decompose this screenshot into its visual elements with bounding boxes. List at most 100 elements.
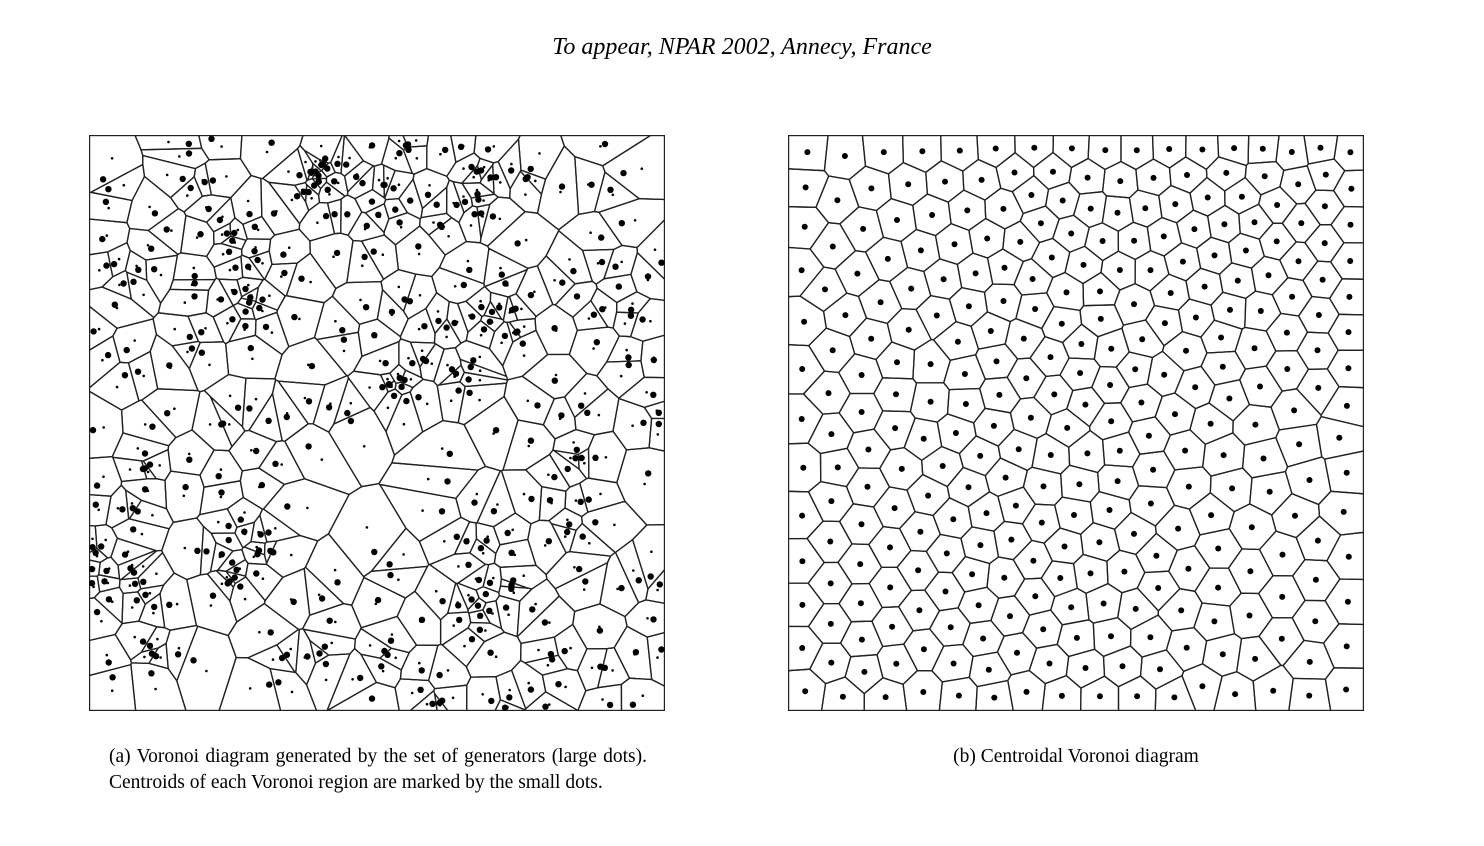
fig-a-generator-dot [390, 392, 398, 399]
fig-a-generator-dot [130, 569, 138, 576]
fig-b-generator-dot [798, 416, 805, 422]
fig-a-centroid-dot [143, 655, 146, 659]
fig-b-voronoi-cell [1315, 415, 1364, 460]
fig-a-centroid-dot [148, 591, 152, 595]
fig-b-generator-dot [799, 512, 806, 519]
fig-a-generator-dot [528, 495, 535, 503]
fig-b-generator-dot [1345, 365, 1352, 372]
fig-a-voronoi-cell [120, 399, 177, 447]
fig-a-centroid-dot [135, 264, 138, 268]
fig-a-generator-dot [321, 643, 328, 650]
fig-a-centroid-dot [599, 492, 602, 496]
fig-a-centroid-dot [604, 456, 608, 459]
fig-b-generator-dot [984, 235, 991, 242]
fig-a-centroid-dot [436, 310, 440, 313]
fig-a-centroid-dot [116, 507, 120, 510]
fig-a-centroid-dot [192, 266, 196, 270]
fig-b-generator-dot [1028, 192, 1035, 198]
fig-a-generator-dot [89, 426, 97, 434]
fig-a-centroid-dot [143, 423, 147, 426]
fig-a-generator-dot [105, 596, 113, 603]
fig-a-centroid-dot [317, 593, 321, 597]
fig-a-centroid-dot [355, 173, 359, 176]
fig-a-generator-dot [141, 465, 148, 472]
fig-b-generator-dot [1291, 407, 1298, 414]
fig-b-generator-dot [985, 666, 992, 673]
fig-a-centroid-dot [91, 537, 94, 541]
fig-b-voronoi-cell [822, 292, 868, 338]
fig-b-generator-dot [1314, 347, 1321, 354]
fig-b-generator-dot [1155, 585, 1162, 591]
fig-b-generator-dot [1347, 221, 1354, 228]
fig-a-centroid-dot [201, 179, 205, 182]
fig-a-voronoi-cell [465, 285, 492, 318]
fig-a-voronoi-cell [199, 480, 244, 516]
fig-b-generator-dot [898, 465, 905, 472]
fig-b-generator-dot [887, 544, 893, 551]
fig-a-generator-dot [465, 376, 472, 383]
fig-b-voronoi-cell [1040, 560, 1078, 598]
fig-a-generator-dot [234, 404, 242, 411]
fig-a-generator-dot [478, 210, 485, 217]
fig-a-voronoi-cell [640, 334, 665, 379]
fig-a-generator-dot [215, 473, 222, 480]
fig-b-generator-dot [887, 584, 894, 591]
fig-a-generator-dot [218, 421, 225, 428]
fig-b-generator-dot [1057, 575, 1064, 581]
fig-a-generator-dot [647, 573, 654, 580]
fig-b-generator-dot [858, 636, 865, 643]
fig-b-generator-dot [1215, 584, 1222, 591]
fig-a-voronoi-cell [473, 135, 522, 164]
fig-a-generator-dot [110, 260, 118, 268]
fig-b-generator-dot [1312, 618, 1319, 625]
fig-a-generator-dot [435, 317, 442, 325]
fig-a-generator-dot [272, 460, 279, 467]
fig-b-generator-dot [1139, 336, 1146, 343]
fig-a-voronoi-cell [284, 423, 363, 496]
fig-a-generator-dot [593, 339, 600, 346]
fig-a-voronoi-cell [203, 373, 247, 428]
fig-a-centroid-dot [486, 593, 489, 597]
fig-a-centroid-dot [513, 553, 517, 557]
fig-b-generator-dot [1257, 308, 1264, 314]
fig-a-centroid-dot [646, 617, 649, 620]
fig-a-centroid-dot [498, 217, 502, 221]
fig-a-centroid-dot [133, 635, 136, 639]
fig-a-centroid-dot [420, 349, 424, 352]
fig-a-voronoi-cell [326, 681, 400, 711]
fig-a-generator-dot [347, 417, 355, 425]
fig-a-generator-dot [496, 304, 503, 311]
fig-b-generator-dot [1096, 693, 1103, 700]
fig-b-generator-dot [802, 688, 809, 695]
fig-a-voronoi-cell [89, 305, 118, 352]
fig-a-generator-dot [615, 283, 622, 290]
fig-a-centroid-dot [187, 452, 191, 456]
fig-a-voronoi-cell [412, 167, 450, 210]
fig-a-centroid-dot [381, 253, 385, 256]
fig-b-generator-dot [894, 359, 900, 366]
fig-a-centroid-dot [656, 656, 659, 659]
fig-a-centroid-dot [155, 572, 158, 575]
fig-b-generator-dot [955, 692, 962, 699]
fig-a-centroid-dot [476, 604, 479, 608]
fig-a-voronoi-cell [250, 514, 268, 544]
fig-a-generator-dot [265, 529, 272, 536]
fig-b-generator-dot [1023, 688, 1030, 695]
fig-a-generator-dot [102, 198, 110, 205]
fig-a-centroid-dot [418, 661, 421, 665]
fig-a-generator-dot [291, 313, 298, 321]
fig-a-generator-dot [119, 506, 126, 513]
fig-a-generator-dot [469, 313, 476, 320]
fig-b-voronoi-cell [1258, 222, 1297, 261]
fig-a-centroid-dot [169, 366, 172, 370]
fig-b-generator-dot [1306, 658, 1313, 665]
fig-b-generator-dot [1314, 537, 1321, 544]
fig-a-centroid-dot [348, 156, 351, 160]
fig-b-generator-dot [802, 184, 809, 191]
fig-a-centroid-dot [587, 317, 591, 320]
fig-a-centroid-dot [538, 152, 541, 155]
fig-a-centroid-dot [410, 199, 414, 203]
fig-a-centroid-dot [105, 234, 109, 237]
fig-b-voronoi-cell [844, 654, 884, 695]
fig-a-voronoi-cell [457, 563, 490, 591]
